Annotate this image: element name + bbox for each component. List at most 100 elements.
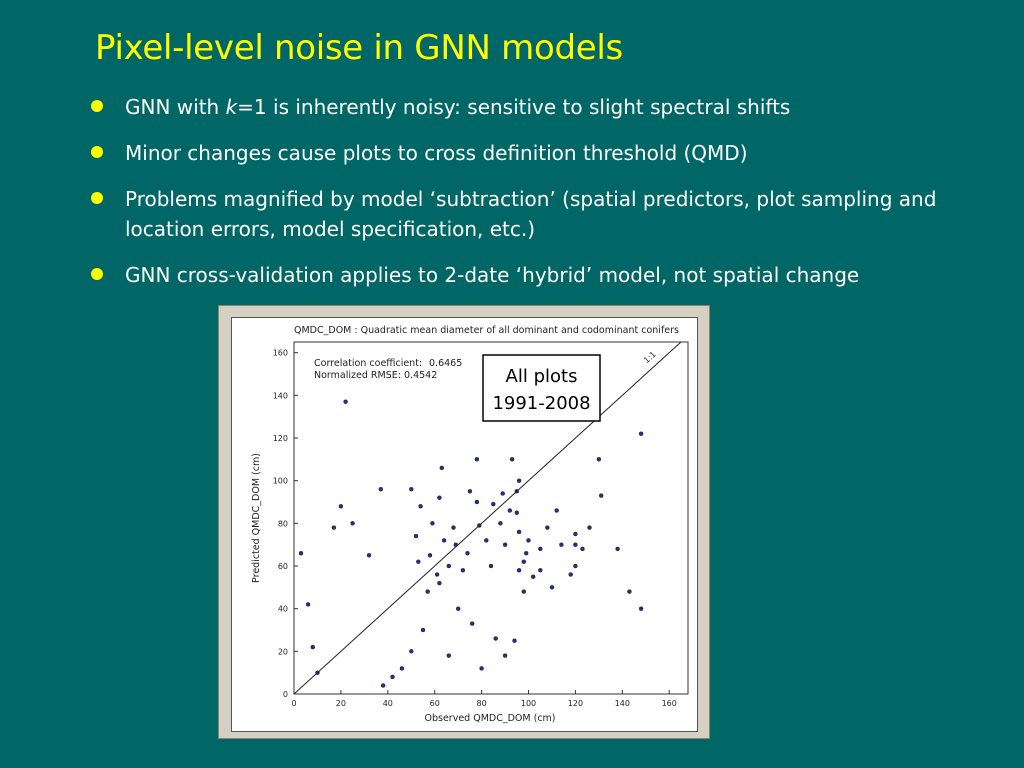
data-point [514, 510, 519, 515]
annotation-line-1: All plots [506, 366, 578, 387]
data-point [420, 627, 426, 633]
data-point [538, 568, 543, 573]
x-tick-label: 160 [662, 699, 677, 708]
data-point [509, 457, 515, 462]
data-point [460, 568, 466, 573]
data-point [498, 521, 503, 526]
x-tick-label: 20 [336, 699, 346, 708]
data-point [573, 542, 578, 547]
data-point [446, 653, 452, 658]
y-tick-label: 20 [278, 647, 288, 656]
data-point [479, 666, 484, 671]
data-point [559, 542, 564, 547]
y-tick-label: 160 [273, 349, 288, 358]
annotation-box: All plots 1991-2008 [482, 354, 601, 422]
bullet-text: GNN with k=1 is inherently noisy: sensit… [125, 95, 791, 119]
data-point [502, 542, 508, 547]
data-point [399, 666, 405, 671]
data-point [350, 521, 355, 526]
bullet-item: Problems magnified by model ‘subtraction… [88, 184, 998, 244]
data-point [380, 683, 386, 688]
y-axis-label: Predicted QMDC_DOM (cm) [251, 453, 262, 583]
data-point [596, 457, 602, 462]
bullet-item: Minor changes cause plots to cross defin… [88, 138, 998, 168]
y-tick-label: 100 [273, 477, 288, 486]
scatter-chart: QMDC_DOM : Quadratic mean diameter of al… [251, 325, 689, 724]
data-point [638, 606, 644, 611]
stats-correlation-label: Correlation coefficient: [314, 358, 422, 369]
bullet-list: GNN with k=1 is inherently noisy: sensit… [88, 92, 998, 306]
data-point [538, 546, 543, 552]
stats-rmse-label: Normalized RMSE: [314, 370, 401, 381]
data-point [437, 495, 442, 500]
bullet-text: GNN cross-validation applies to 2-date ‘… [125, 263, 860, 287]
data-point [516, 478, 522, 483]
data-point [573, 531, 578, 537]
data-point [516, 529, 522, 535]
bullet-dot-icon [91, 100, 103, 112]
data-point [434, 572, 440, 577]
one-to-one-line [293, 341, 682, 695]
data-point [474, 499, 480, 505]
x-tick-label: 100 [521, 699, 536, 708]
annotation-line-2: 1991-2008 [492, 393, 590, 414]
data-point [310, 644, 316, 650]
y-tick-label: 40 [278, 605, 288, 614]
data-point [615, 546, 620, 552]
data-point [446, 563, 452, 569]
x-tick-label: 0 [291, 699, 296, 708]
data-point [467, 489, 473, 494]
data-point [413, 533, 419, 539]
data-point [580, 546, 585, 552]
data-point [425, 589, 430, 594]
data-point [305, 602, 311, 607]
x-tick-label: 140 [615, 699, 630, 708]
data-point [451, 525, 456, 530]
bullet-text: Problems magnified by model ‘subtraction… [125, 187, 937, 241]
data-point [524, 550, 529, 556]
stats-rmse-value: 0.4542 [404, 370, 437, 381]
data-point [549, 585, 555, 590]
data-point [526, 538, 531, 543]
x-tick-label: 60 [430, 699, 440, 708]
data-point [502, 653, 508, 658]
x-axis-label: Observed QMDC_DOM (cm) [425, 713, 556, 724]
data-point [484, 538, 489, 543]
data-point [465, 550, 470, 556]
data-point [587, 525, 592, 530]
data-point [338, 504, 344, 509]
x-tick-label: 120 [568, 699, 583, 708]
x-tick-label: 40 [383, 699, 393, 708]
data-point [298, 550, 304, 556]
data-point [521, 559, 526, 564]
data-point [455, 606, 461, 611]
stats-correlation-value: 0.6465 [429, 358, 462, 369]
data-points [298, 399, 644, 688]
data-point [516, 568, 522, 573]
bullet-item: GNN cross-validation applies to 2-date ‘… [88, 260, 998, 290]
data-point [488, 563, 494, 569]
data-point [409, 486, 414, 492]
slide-title: Pixel-level noise in GNN models [95, 28, 623, 68]
data-point [531, 574, 536, 579]
data-point [378, 486, 384, 492]
y-axis-ticks: 0 20 40 60 80 100 120 140 160 [273, 349, 298, 699]
data-point [521, 589, 526, 594]
data-point [418, 504, 423, 509]
data-point [545, 525, 550, 530]
data-point [439, 465, 445, 471]
data-point [500, 491, 505, 496]
bullet-text: Minor changes cause plots to cross defin… [125, 141, 748, 165]
data-point [469, 621, 475, 626]
data-point [493, 636, 498, 641]
data-point [554, 508, 559, 513]
data-point [512, 638, 517, 643]
data-point [573, 563, 578, 569]
data-point [568, 572, 573, 577]
data-point [638, 431, 644, 436]
data-point [507, 508, 512, 513]
data-point [390, 674, 395, 680]
y-tick-label: 120 [273, 434, 288, 443]
y-tick-label: 60 [278, 562, 288, 571]
data-point [627, 589, 632, 594]
